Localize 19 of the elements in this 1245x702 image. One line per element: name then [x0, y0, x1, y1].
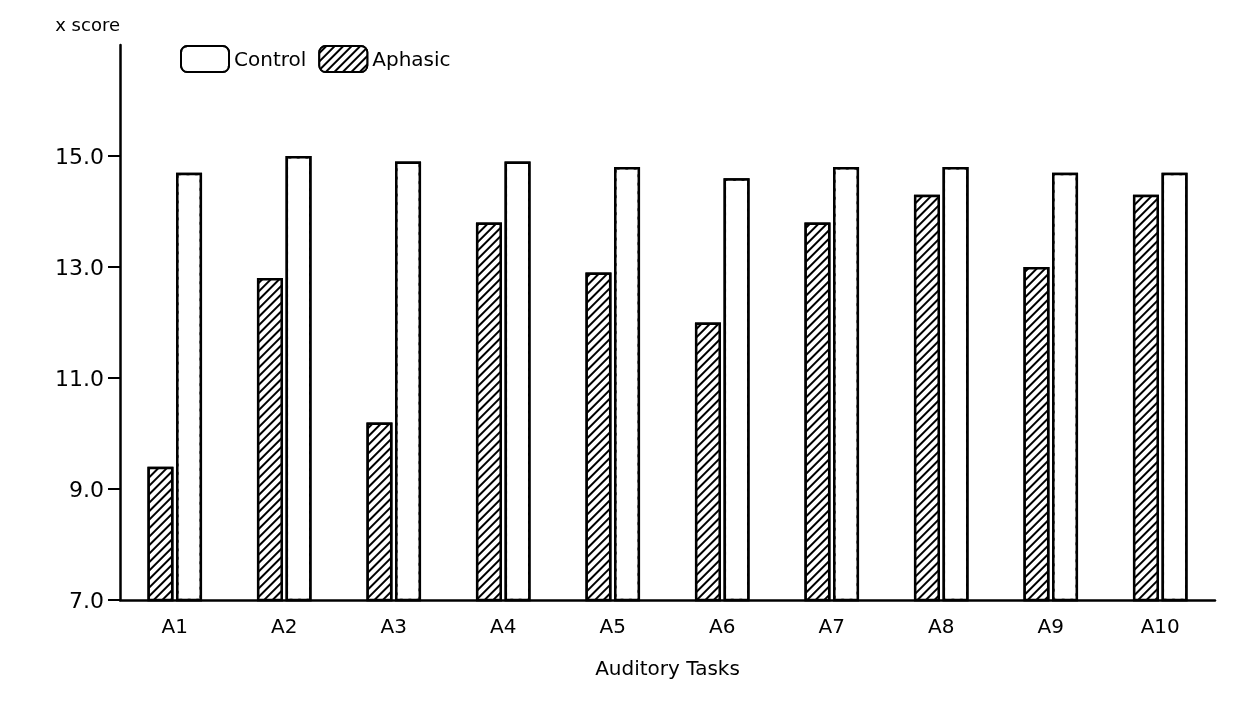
x-tick-label: A3 [380, 614, 407, 638]
x-tick-label: A1 [161, 614, 188, 638]
x-tick-label: A5 [599, 614, 626, 638]
legend-label: Control [234, 47, 307, 71]
x-tick-label: A6 [709, 614, 736, 638]
x-tick-label: A9 [1037, 614, 1064, 638]
x-axis-title: Auditory Tasks [595, 656, 740, 680]
y-tick-label: 13.0 [55, 254, 104, 280]
x-tick-label: A4 [490, 614, 517, 638]
y-tick-label: 7.0 [69, 587, 104, 613]
y-axis-title: x score [55, 13, 120, 35]
y-tick-label: 11.0 [55, 365, 104, 391]
x-tick-label: A2 [271, 614, 298, 638]
legend-label: Aphasic [372, 47, 451, 71]
y-tick-label: 9.0 [69, 476, 104, 502]
y-tick-label: 15.0 [55, 143, 104, 169]
x-tick-label: A10 [1140, 614, 1180, 638]
x-tick-label: A7 [818, 614, 845, 638]
x-tick-label: A8 [928, 614, 955, 638]
